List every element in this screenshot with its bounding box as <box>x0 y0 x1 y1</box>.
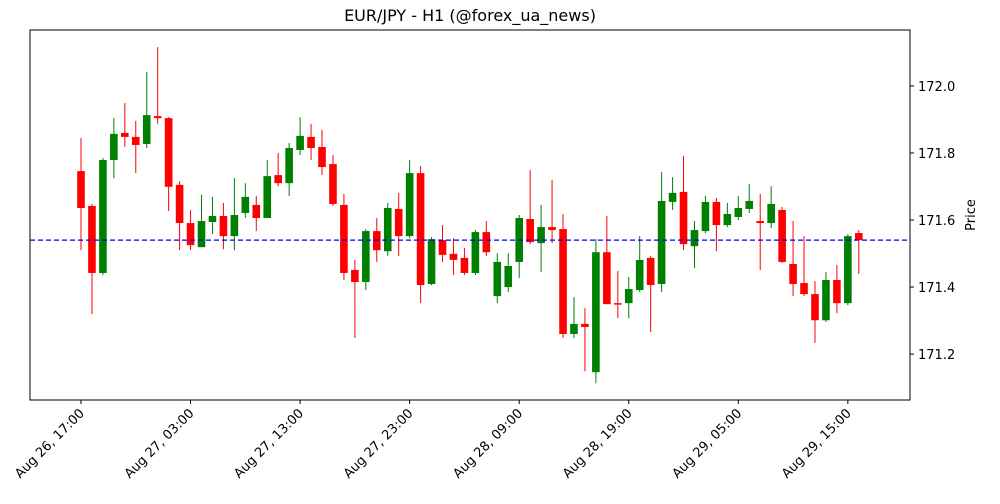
candle-body <box>844 236 852 304</box>
candle-body <box>230 215 239 237</box>
candle-body <box>833 280 841 304</box>
y-tick-label: 171.2 <box>918 348 955 363</box>
candle-body <box>208 216 217 223</box>
candle-body <box>383 207 392 252</box>
candle-body <box>153 116 162 119</box>
candle-body <box>471 232 480 273</box>
x-tick-label: Aug 28, 19:00 <box>560 406 636 482</box>
candle-body <box>679 191 688 245</box>
candle-body <box>405 173 414 237</box>
candle-body <box>77 171 85 208</box>
y-tick-label: 171.4 <box>918 281 955 296</box>
candle-body <box>449 253 458 260</box>
candle-body <box>526 219 534 243</box>
candle-body <box>789 263 797 285</box>
candle-body <box>142 115 151 144</box>
candle-body <box>340 204 348 273</box>
candle-body <box>800 283 808 295</box>
x-tick-label: Aug 27, 03:00 <box>122 406 198 482</box>
candle-body <box>88 205 96 273</box>
candle-body <box>690 230 699 247</box>
plot-frame <box>29 29 911 401</box>
candle-body <box>712 201 721 226</box>
candle-body <box>274 175 282 184</box>
candle-body <box>318 146 326 168</box>
candle-body <box>581 323 589 327</box>
x-tick-label: Aug 29, 15:00 <box>779 406 855 482</box>
candle-body <box>624 289 633 304</box>
candle-body <box>186 223 195 246</box>
candle-body <box>362 231 370 283</box>
candle-body <box>603 252 611 305</box>
candle-body <box>121 132 129 137</box>
candle-body <box>723 213 732 226</box>
candle-body <box>701 201 710 232</box>
x-tick-label: Aug 27, 13:00 <box>231 406 307 482</box>
candle-body <box>427 239 436 285</box>
y-axis-label: Price <box>964 199 979 231</box>
x-tick-label: Aug 29, 05:00 <box>670 406 746 482</box>
candle-body <box>164 118 173 187</box>
y-tick-label: 172.0 <box>918 80 955 95</box>
candle-body <box>296 135 304 150</box>
candle-body <box>263 176 272 219</box>
candle-body <box>657 200 666 285</box>
candle-body <box>559 229 567 334</box>
candle-body <box>646 257 655 286</box>
y-tick-label: 171.8 <box>918 147 955 162</box>
candle-body <box>307 136 315 148</box>
candle-body <box>131 136 140 145</box>
candle-body <box>613 303 622 305</box>
candle-body <box>438 240 447 255</box>
candle-body <box>778 209 786 262</box>
y-tick-label: 171.6 <box>918 214 955 229</box>
candle-body <box>219 216 228 237</box>
candle-body <box>592 252 600 373</box>
candle-body <box>635 259 644 291</box>
x-tick-label: Aug 26, 17:00 <box>12 406 88 482</box>
candle-body <box>745 200 754 209</box>
candle-body <box>329 164 337 204</box>
candle-body <box>252 204 261 219</box>
candle-body <box>811 294 819 321</box>
candle-body <box>504 265 513 288</box>
candle-body <box>394 208 403 237</box>
candle-body <box>493 261 502 297</box>
candle-body <box>99 160 107 273</box>
candle-body <box>241 196 250 213</box>
candle-body <box>416 173 425 286</box>
x-tick-label: Aug 27, 23:00 <box>341 406 417 482</box>
candle-body <box>460 257 469 273</box>
candle-body <box>855 233 863 241</box>
candle-body <box>197 221 206 248</box>
candle-body <box>548 227 556 231</box>
candle-body <box>767 203 775 224</box>
candle-body <box>285 147 293 184</box>
candle-body <box>482 232 491 253</box>
candle-body <box>175 184 184 224</box>
candle-body <box>734 207 743 218</box>
x-tick-label: Aug 28, 09:00 <box>451 406 527 482</box>
candle-body <box>570 323 578 334</box>
candle-body <box>822 280 830 321</box>
candle-body <box>668 192 677 202</box>
candle-body <box>351 269 359 283</box>
candle-body <box>110 133 118 161</box>
candle-body <box>756 221 765 224</box>
chart-title: EUR/JPY - H1 (@forex_ua_news) <box>344 6 596 26</box>
candle-body <box>537 227 545 244</box>
